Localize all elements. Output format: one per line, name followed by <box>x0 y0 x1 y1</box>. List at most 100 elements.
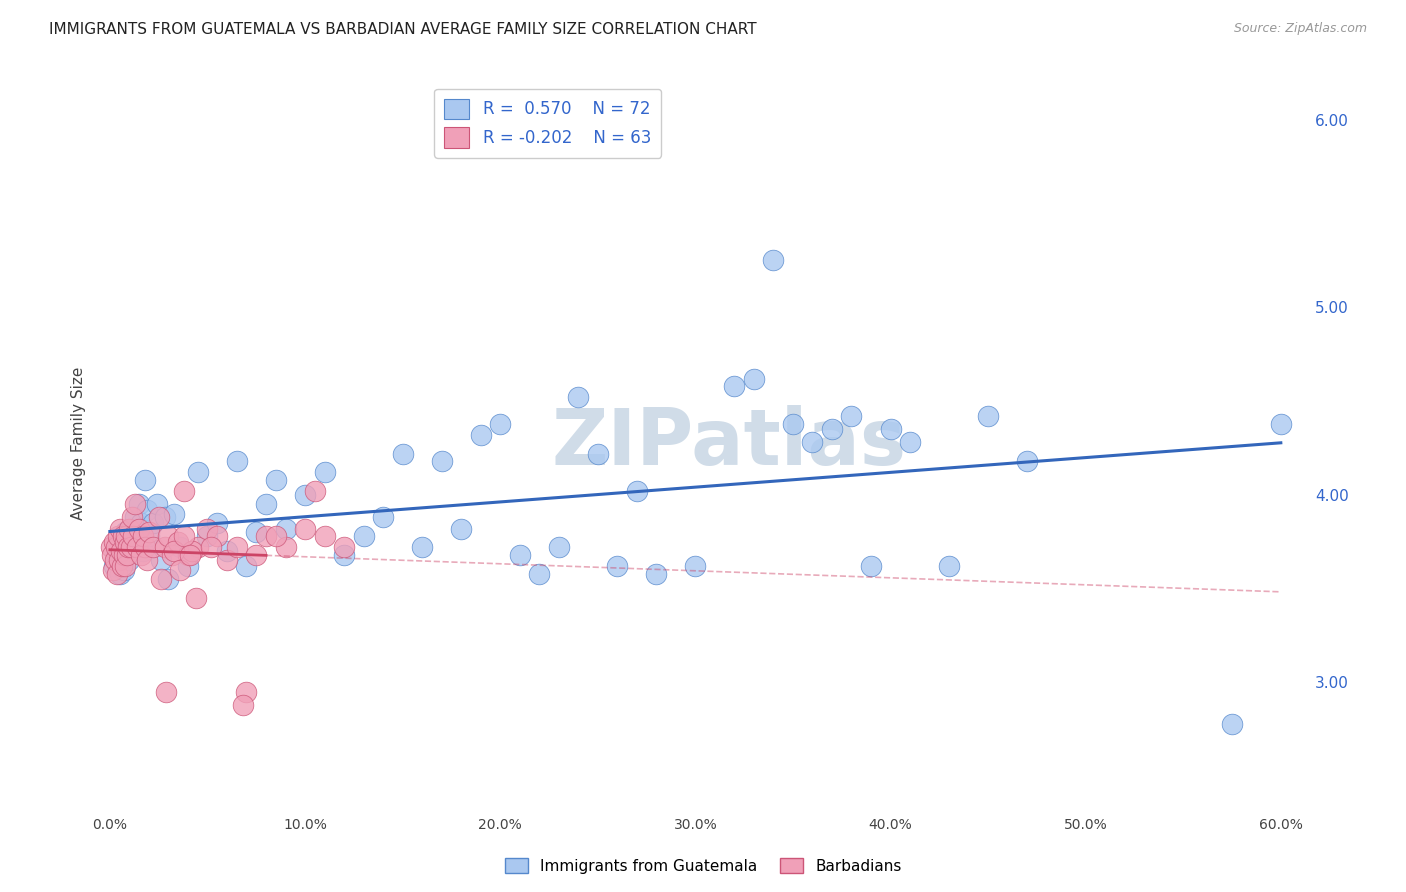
Point <box>104 541 127 555</box>
Point <box>117 548 139 562</box>
Point <box>304 484 326 499</box>
Point <box>173 484 195 499</box>
Point <box>104 553 127 567</box>
Point <box>841 409 863 423</box>
Point <box>132 529 155 543</box>
Point <box>180 544 202 558</box>
Point <box>264 529 287 543</box>
Point <box>177 559 200 574</box>
Point <box>215 544 238 558</box>
Point <box>105 566 128 581</box>
Point <box>187 466 209 480</box>
Point <box>225 541 247 555</box>
Point <box>197 529 219 543</box>
Point <box>177 548 200 562</box>
Point <box>129 516 152 530</box>
Point <box>1270 417 1292 431</box>
Point <box>391 446 413 460</box>
Point <box>314 466 336 480</box>
Point <box>245 548 267 562</box>
Point <box>626 484 648 499</box>
Legend: Immigrants from Guatemala, Barbadians: Immigrants from Guatemala, Barbadians <box>499 852 907 880</box>
Point <box>101 548 124 562</box>
Point <box>103 534 125 549</box>
Point <box>155 684 177 698</box>
Point <box>167 534 190 549</box>
Point <box>801 435 824 450</box>
Point <box>163 507 186 521</box>
Point <box>333 541 356 555</box>
Point <box>333 548 356 562</box>
Point <box>163 544 186 558</box>
Point <box>107 553 129 567</box>
Y-axis label: Average Family Size: Average Family Size <box>72 367 86 520</box>
Point <box>115 529 138 543</box>
Point <box>353 529 375 543</box>
Point <box>742 371 765 385</box>
Point <box>274 541 297 555</box>
Point <box>489 417 512 431</box>
Text: IMMIGRANTS FROM GUATEMALA VS BARBADIAN AVERAGE FAMILY SIZE CORRELATION CHART: IMMIGRANTS FROM GUATEMALA VS BARBADIAN A… <box>49 22 756 37</box>
Point <box>586 446 609 460</box>
Point <box>128 497 150 511</box>
Point <box>129 548 152 562</box>
Point <box>371 510 394 524</box>
Point <box>104 548 127 562</box>
Point <box>938 559 960 574</box>
Point <box>108 522 131 536</box>
Point <box>120 541 142 555</box>
Point <box>149 572 172 586</box>
Point <box>103 559 125 574</box>
Text: ZIPatlas: ZIPatlas <box>551 405 907 482</box>
Point <box>606 559 628 574</box>
Point <box>294 522 316 536</box>
Point <box>127 541 149 555</box>
Point <box>685 559 707 574</box>
Point <box>411 541 433 555</box>
Point <box>547 541 569 555</box>
Point <box>169 563 191 577</box>
Point <box>111 529 134 543</box>
Point <box>1220 716 1243 731</box>
Point <box>157 529 180 543</box>
Point <box>157 572 180 586</box>
Point <box>114 534 136 549</box>
Point <box>645 566 668 581</box>
Point <box>197 522 219 536</box>
Point <box>110 559 132 574</box>
Point <box>138 525 160 540</box>
Point <box>245 525 267 540</box>
Point <box>509 548 531 562</box>
Point <box>153 541 176 555</box>
Point <box>101 563 124 577</box>
Point <box>136 503 159 517</box>
Point <box>110 544 132 558</box>
Point <box>132 544 155 558</box>
Point <box>205 516 228 530</box>
Point <box>118 522 141 536</box>
Point <box>114 525 136 540</box>
Point <box>138 529 160 543</box>
Point <box>264 473 287 487</box>
Point <box>173 529 195 543</box>
Point <box>107 529 129 543</box>
Point <box>225 454 247 468</box>
Point <box>112 548 135 562</box>
Point <box>127 541 149 555</box>
Point <box>723 379 745 393</box>
Point <box>215 553 238 567</box>
Point <box>149 553 172 567</box>
Point <box>148 510 170 524</box>
Point <box>122 533 145 547</box>
Point <box>128 522 150 536</box>
Point <box>567 390 589 404</box>
Point <box>134 473 156 487</box>
Point <box>821 422 844 436</box>
Point <box>114 559 136 574</box>
Point <box>1017 454 1039 468</box>
Point <box>782 417 804 431</box>
Point <box>179 548 201 562</box>
Point <box>120 522 142 536</box>
Point <box>859 559 882 574</box>
Point <box>898 435 921 450</box>
